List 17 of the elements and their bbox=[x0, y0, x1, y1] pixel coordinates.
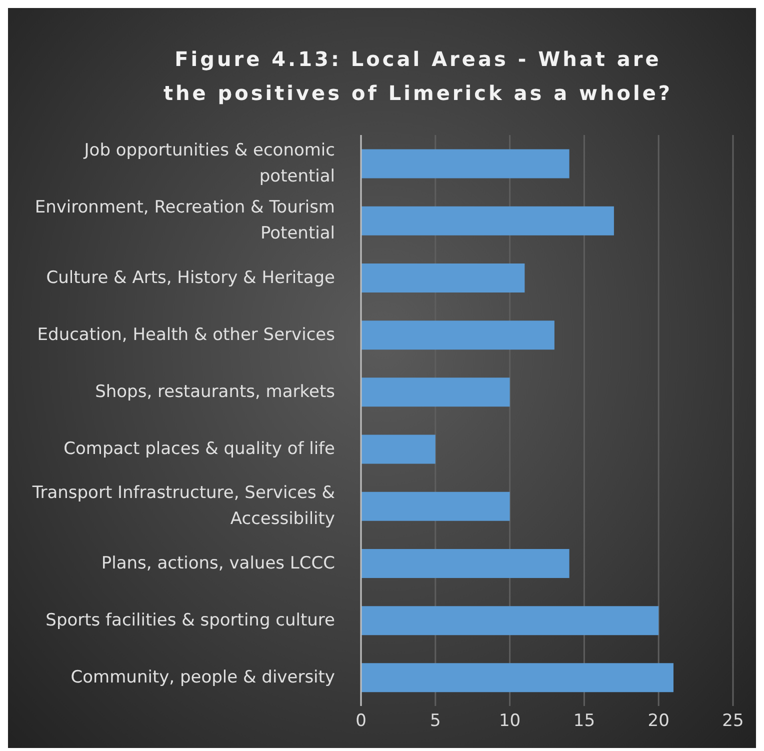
y-tick-label: Plans, actions, values LCCC bbox=[101, 553, 335, 574]
y-tick-label: Sports facilities & sporting culture bbox=[46, 610, 335, 630]
y-tick-label: Education, Health & other Services bbox=[37, 324, 336, 345]
chart-title: Figure 4.13: Local Areas - What are the positives of Limerick as a whole? bbox=[162, 46, 674, 107]
y-tick-label: Community, people & diversity bbox=[70, 667, 335, 688]
y-tick-label: Culture & Arts, History & Heritage bbox=[46, 268, 335, 288]
x-tick-label: 15 bbox=[573, 711, 596, 732]
y-tick-label: Compact places & quality of life bbox=[64, 439, 335, 460]
x-tick-label: 0 bbox=[356, 711, 366, 732]
y-tick-label: Shops, restaurants, markets bbox=[95, 382, 336, 402]
y-tick-label: Job opportunities & economic potential bbox=[83, 140, 335, 187]
x-tick-label: 10 bbox=[498, 711, 521, 732]
x-tick-label: 25 bbox=[722, 711, 744, 732]
y-tick-label: Transport Infrastructure, Services & Accessibility bbox=[31, 483, 335, 530]
x-tick-label: 5 bbox=[430, 711, 441, 732]
y-tick-label: Environment, Recreation & Tourism Potential bbox=[34, 198, 335, 244]
x-tick-label: 20 bbox=[648, 711, 670, 732]
